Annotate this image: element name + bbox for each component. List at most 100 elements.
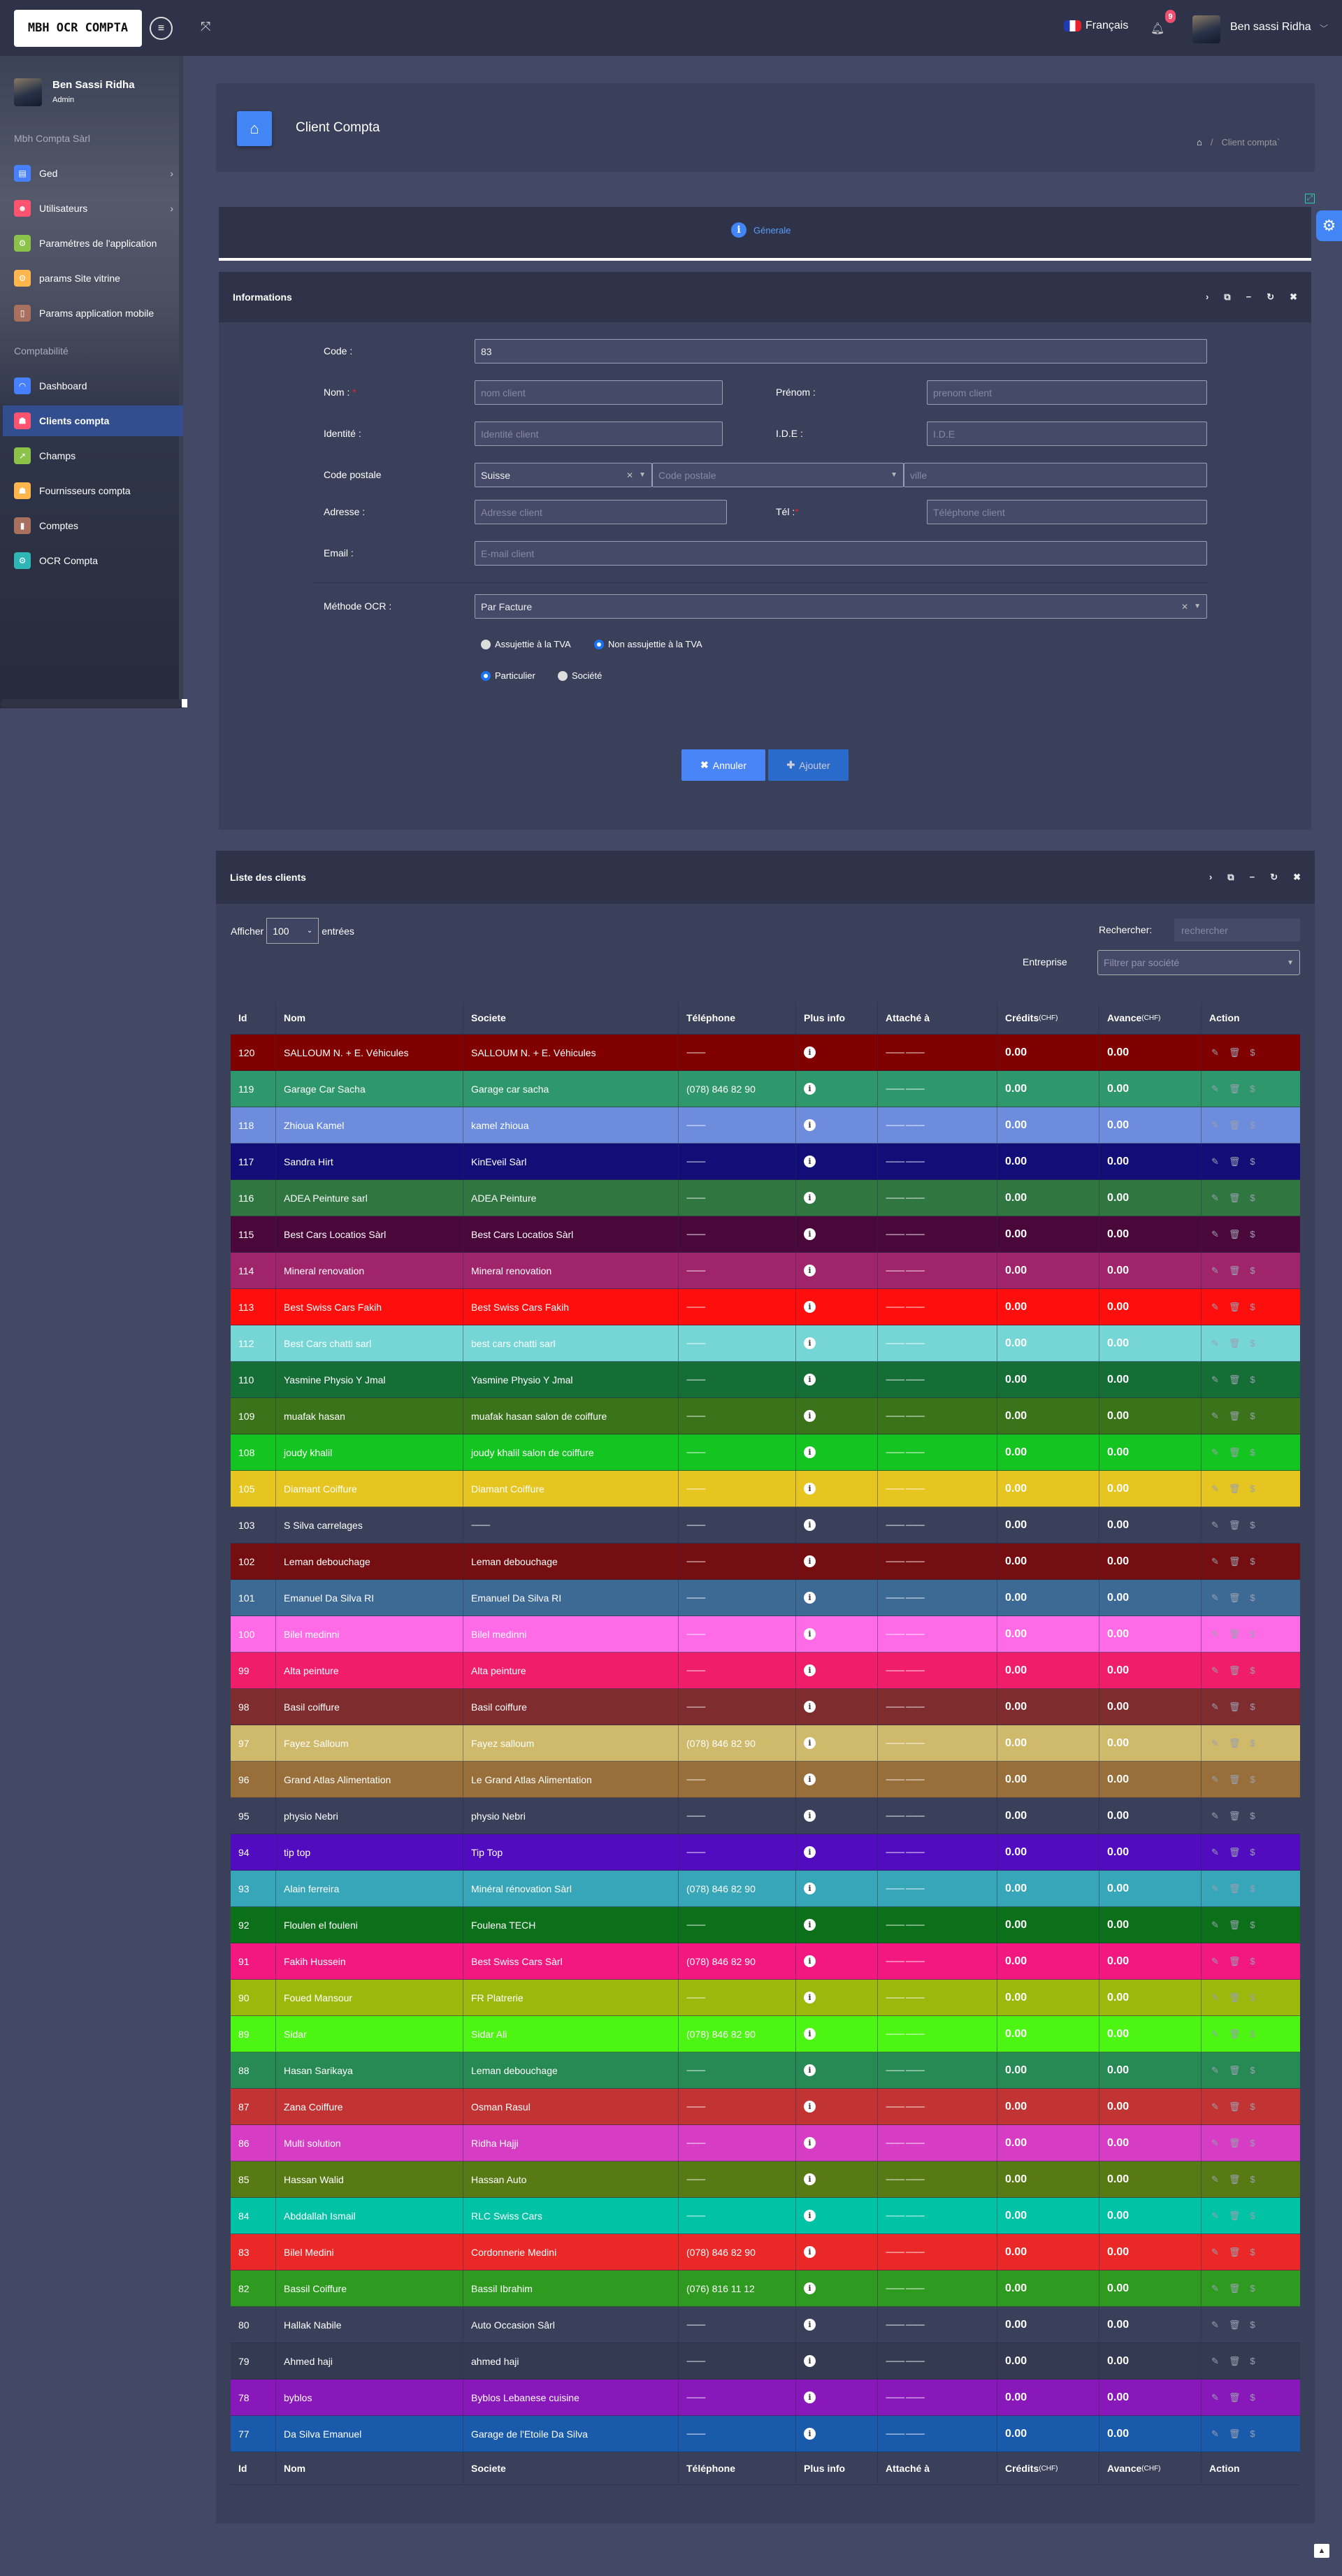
delete-trash-icon[interactable]: 🗑︎ xyxy=(1228,2137,1241,2148)
sidebar-item-params-site-vitrine[interactable]: ⚙ params Site vitrine xyxy=(3,263,183,294)
edit-pencil-icon[interactable]: ✎ xyxy=(1211,1519,1219,1530)
column-header[interactable]: Plus info xyxy=(796,2452,878,2484)
money-bag-icon[interactable]: $ xyxy=(1250,1883,1255,1894)
user-avatar[interactable] xyxy=(1192,15,1220,43)
column-header[interactable]: Societe xyxy=(463,2452,679,2484)
settings-gear-button[interactable]: ⚙ xyxy=(1316,210,1342,241)
info-icon[interactable]: i xyxy=(804,1810,816,1822)
info-icon[interactable]: i xyxy=(804,2428,816,2440)
radio-button[interactable] xyxy=(481,639,491,649)
identite-input[interactable]: Identité client xyxy=(475,422,723,446)
info-icon[interactable]: i xyxy=(804,1737,816,1749)
info-icon[interactable]: i xyxy=(804,2282,816,2294)
money-bag-icon[interactable]: $ xyxy=(1250,2283,1255,2294)
radio-particulier[interactable]: Particulier xyxy=(481,670,535,681)
column-header[interactable]: Attaché à xyxy=(878,2452,997,2484)
edit-pencil-icon[interactable]: ✎ xyxy=(1211,1664,1219,1676)
money-bag-icon[interactable]: $ xyxy=(1250,1447,1255,1458)
delete-trash-icon[interactable]: 🗑︎ xyxy=(1228,1919,1241,1930)
edit-pencil-icon[interactable]: ✎ xyxy=(1211,1228,1219,1239)
column-header[interactable]: Plus info xyxy=(796,1002,878,1034)
close-icon[interactable]: ✖ xyxy=(1290,292,1297,302)
delete-trash-icon[interactable]: 🗑︎ xyxy=(1228,1119,1241,1130)
edit-pencil-icon[interactable]: ✎ xyxy=(1211,1265,1219,1276)
delete-trash-icon[interactable]: 🗑︎ xyxy=(1228,1519,1241,1530)
edit-pencil-icon[interactable]: ✎ xyxy=(1211,1337,1219,1348)
edit-pencil-icon[interactable]: ✎ xyxy=(1211,2210,1219,2221)
money-bag-icon[interactable]: $ xyxy=(1250,1847,1255,1857)
money-bag-icon[interactable]: $ xyxy=(1250,2065,1255,2075)
sidebar-item-utilisateurs[interactable]: ☻ Utilisateurs › xyxy=(3,193,183,224)
edit-pencil-icon[interactable]: ✎ xyxy=(1211,1374,1219,1385)
language-selector[interactable]: Français xyxy=(1064,20,1128,32)
delete-trash-icon[interactable]: 🗑︎ xyxy=(1228,2064,1241,2075)
edit-pencil-icon[interactable]: ✎ xyxy=(1211,2028,1219,2039)
info-icon[interactable]: i xyxy=(804,2210,816,2222)
money-bag-icon[interactable]: $ xyxy=(1250,1302,1255,1312)
edit-pencil-icon[interactable]: ✎ xyxy=(1211,2428,1219,2439)
edit-pencil-icon[interactable]: ✎ xyxy=(1211,1301,1219,1312)
info-icon[interactable]: i xyxy=(804,1773,816,1785)
money-bag-icon[interactable]: $ xyxy=(1250,1920,1255,1930)
info-icon[interactable]: i xyxy=(804,1410,816,1422)
money-bag-icon[interactable]: $ xyxy=(1250,1483,1255,1494)
edit-pencil-icon[interactable]: ✎ xyxy=(1211,1737,1219,1748)
info-icon[interactable]: i xyxy=(804,1083,816,1095)
radio-assujettie[interactable]: Assujettie à la TVA xyxy=(481,639,571,649)
sidebar-item-ged[interactable]: ▤ Ged › xyxy=(3,158,183,189)
edit-pencil-icon[interactable]: ✎ xyxy=(1211,2391,1219,2403)
expand-icon[interactable]: ⤢ xyxy=(1305,194,1315,203)
info-icon[interactable]: i xyxy=(804,2246,816,2258)
info-icon[interactable]: i xyxy=(804,1628,816,1640)
email-input[interactable]: E-mail client xyxy=(475,541,1207,566)
info-icon[interactable]: i xyxy=(804,1483,816,1495)
column-header[interactable]: Avance (CHF) xyxy=(1099,2452,1202,2484)
money-bag-icon[interactable]: $ xyxy=(1250,1701,1255,1712)
info-icon[interactable]: i xyxy=(804,1265,816,1276)
bell-icon[interactable]: 🔔︎ xyxy=(1150,23,1163,35)
fullscreen-icon[interactable]: ⤧ xyxy=(201,20,211,34)
delete-trash-icon[interactable]: 🗑︎ xyxy=(1228,1810,1241,1821)
code-postale-select[interactable]: Code postale ▼ xyxy=(652,463,904,487)
money-bag-icon[interactable]: $ xyxy=(1250,1084,1255,1094)
edit-pencil-icon[interactable]: ✎ xyxy=(1211,1955,1219,1966)
info-icon[interactable]: i xyxy=(804,1955,816,1967)
minimize-icon[interactable]: − xyxy=(1246,292,1252,302)
column-header[interactable]: Avance (CHF) xyxy=(1099,1002,1202,1034)
prenom-input[interactable]: prenom client xyxy=(927,380,1207,405)
money-bag-icon[interactable]: $ xyxy=(1250,1956,1255,1966)
column-header[interactable]: Nom xyxy=(276,2452,463,2484)
delete-trash-icon[interactable]: 🗑︎ xyxy=(1228,2319,1241,2330)
page-length-select[interactable]: 100 ⌄ xyxy=(266,918,319,944)
info-icon[interactable]: i xyxy=(804,1701,816,1713)
info-icon[interactable]: i xyxy=(804,2173,816,2185)
breadcrumb-home-icon[interactable]: ⌂ xyxy=(1197,137,1202,147)
delete-trash-icon[interactable]: 🗑︎ xyxy=(1228,2246,1241,2257)
sidebar-scrollbar[interactable] xyxy=(179,56,183,703)
money-bag-icon[interactable]: $ xyxy=(1250,1556,1255,1567)
money-bag-icon[interactable]: $ xyxy=(1250,1193,1255,1203)
minimize-icon[interactable]: − xyxy=(1249,872,1255,882)
sidebar-item-param-tres-de-l-application[interactable]: ⚙ Paramétres de l'application xyxy=(3,228,183,259)
info-icon[interactable]: i xyxy=(804,1446,816,1458)
edit-pencil-icon[interactable]: ✎ xyxy=(1211,1592,1219,1603)
info-icon[interactable]: i xyxy=(804,1519,816,1531)
delete-trash-icon[interactable]: 🗑︎ xyxy=(1228,2428,1241,2439)
info-icon[interactable]: i xyxy=(804,1374,816,1386)
radio-non-assujettie[interactable]: Non assujettie à la TVA xyxy=(594,639,702,649)
edit-pencil-icon[interactable]: ✎ xyxy=(1211,1846,1219,1857)
add-button[interactable]: ✚ Ajouter xyxy=(768,749,849,781)
delete-trash-icon[interactable]: 🗑︎ xyxy=(1228,1883,1241,1894)
info-icon[interactable]: i xyxy=(804,2028,816,2040)
sidebar-item-fournisseurs-compta[interactable]: ☗ Fournisseurs compta xyxy=(3,475,183,506)
edit-pencil-icon[interactable]: ✎ xyxy=(1211,1483,1219,1494)
column-header[interactable]: Crédits (CHF) xyxy=(997,1002,1099,1034)
edit-pencil-icon[interactable]: ✎ xyxy=(1211,1555,1219,1567)
delete-trash-icon[interactable]: 🗑︎ xyxy=(1228,1992,1241,2003)
chevron-down-icon[interactable]: ﹀ xyxy=(1320,24,1329,34)
delete-trash-icon[interactable]: 🗑︎ xyxy=(1228,1046,1241,1058)
money-bag-icon[interactable]: $ xyxy=(1250,2247,1255,2257)
menu-toggle-button[interactable]: ≡ xyxy=(150,17,173,40)
money-bag-icon[interactable]: $ xyxy=(1250,2392,1255,2403)
sidebar-item-params-application-mobile[interactable]: ▯ Params application mobile xyxy=(3,298,183,329)
